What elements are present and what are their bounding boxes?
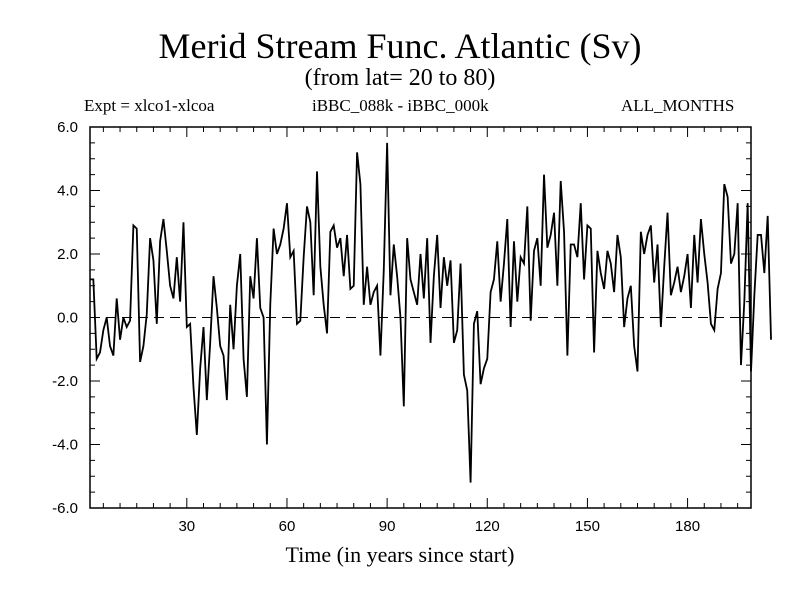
y-tick-label: -4.0 [52,437,78,454]
y-tick-label: 0.0 [57,310,78,327]
months-label: ALL_MONTHS [621,96,735,115]
y-tick-label: 2.0 [57,246,78,263]
x-tick-label: 120 [475,518,500,535]
x-tick-label: 150 [575,518,600,535]
x-axis-label: Time (in years since start) [285,542,515,567]
data-series-line [90,142,772,483]
experiment-label: Expt = xlco1-xlcoa [84,96,215,115]
x-tick-label: 30 [178,518,195,535]
chart-subtitle: (from lat= 20 to 80) [304,65,496,91]
chart-title: Merid Stream Func. Atlantic (Sv) [158,26,642,66]
y-tick-label: 4.0 [57,183,78,200]
x-tick-label: 90 [379,518,396,535]
y-tick-label: -6.0 [52,500,78,517]
plot-frame [89,126,752,509]
y-tick-label: 6.0 [57,119,78,136]
x-tick-label: 60 [279,518,296,535]
comparison-label: iBBC_088k - iBBC_000k [312,96,489,115]
y-tick-label: -2.0 [52,373,78,390]
x-tick-label: 180 [675,518,700,535]
